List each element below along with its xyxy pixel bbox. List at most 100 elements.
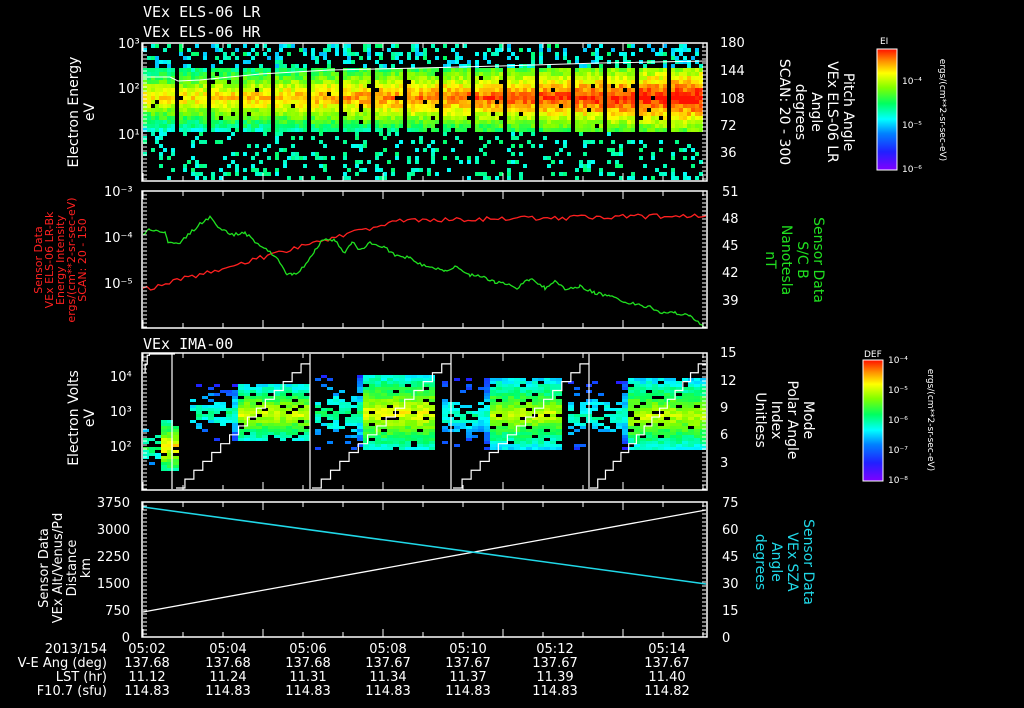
svg-text:10⁻⁷: 10⁻⁷ bbox=[888, 446, 908, 456]
svg-text:10⁻⁶: 10⁻⁶ bbox=[888, 416, 908, 426]
svg-text:114.83: 114.83 bbox=[532, 684, 578, 699]
axis-ticks bbox=[142, 42, 706, 637]
svg-text:30: 30 bbox=[722, 577, 739, 592]
svg-text:05:02: 05:02 bbox=[128, 642, 165, 657]
svg-text:114.83: 114.83 bbox=[124, 684, 170, 699]
svg-text:Pitch Angle: Pitch Angle bbox=[840, 73, 856, 151]
svg-text:42: 42 bbox=[722, 266, 739, 281]
svg-text:10⁻⁴: 10⁻⁴ bbox=[888, 356, 908, 366]
svg-text:3000: 3000 bbox=[97, 523, 130, 538]
panel3-colorbar: DEF 10⁻⁴ 10⁻⁵ 10⁻⁶ 10⁻⁷ 10⁻⁸ ergs/(cm**2… bbox=[862, 350, 935, 486]
svg-text:11.31: 11.31 bbox=[289, 670, 326, 685]
svg-text:0: 0 bbox=[722, 631, 730, 646]
svg-text:VEx Alt/Venus/Pd: VEx Alt/Venus/Pd bbox=[51, 513, 66, 624]
svg-text:10⁻⁵: 10⁻⁵ bbox=[902, 121, 922, 131]
svg-text:S/C B: S/C B bbox=[794, 241, 810, 278]
svg-text:39: 39 bbox=[722, 294, 739, 309]
svg-text:V-E Ang (deg): V-E Ang (deg) bbox=[18, 656, 107, 671]
svg-text:137.68: 137.68 bbox=[124, 656, 170, 671]
svg-text:60: 60 bbox=[722, 523, 739, 538]
svg-text:11.39: 11.39 bbox=[536, 670, 573, 685]
svg-text:eV: eV bbox=[82, 408, 98, 427]
panel4-lines bbox=[141, 501, 708, 638]
svg-text:05:04: 05:04 bbox=[209, 642, 246, 657]
svg-text:3750: 3750 bbox=[97, 496, 130, 511]
svg-text:ergs/(cm**2-sr-sec-eV): ergs/(cm**2-sr-sec-eV) bbox=[925, 369, 935, 471]
svg-text:degrees: degrees bbox=[792, 84, 808, 140]
svg-text:11.12: 11.12 bbox=[128, 670, 165, 685]
svg-text:ergs/(cm**2-sr-sec-eV): ergs/(cm**2-sr-sec-eV) bbox=[937, 59, 947, 161]
svg-text:05:14: 05:14 bbox=[648, 642, 685, 657]
panel1-y2label: Pitch Angle VEx ELS-06 LR Angle degrees … bbox=[776, 59, 856, 165]
svg-text:51: 51 bbox=[722, 185, 739, 200]
svg-text:108: 108 bbox=[720, 92, 745, 107]
svg-text:EI: EI bbox=[880, 37, 888, 47]
svg-text:eV: eV bbox=[82, 102, 98, 121]
svg-text:3: 3 bbox=[720, 456, 728, 471]
svg-text:137.67: 137.67 bbox=[644, 656, 690, 671]
svg-text:45: 45 bbox=[722, 239, 739, 254]
svg-text:36: 36 bbox=[720, 146, 737, 161]
svg-text:km: km bbox=[79, 558, 94, 578]
panel3-left-axis: 10⁴ 10³ 10² bbox=[110, 370, 132, 455]
panel1-right-axis: 180 144 108 72 36 bbox=[720, 36, 745, 161]
svg-text:11.34: 11.34 bbox=[369, 670, 406, 685]
panel4-left-axis: 3750 3000 2250 1500 750 0 bbox=[97, 496, 130, 646]
panel1-title-lr: VEx ELS-06 LR bbox=[143, 3, 261, 21]
svg-text:ergs/(cm**2-sr-sec-eV): ergs/(cm**2-sr-sec-eV) bbox=[65, 197, 78, 322]
svg-text:9: 9 bbox=[720, 401, 728, 416]
svg-text:0: 0 bbox=[122, 631, 130, 646]
panel3-y2label: Mode Polar Angle Index Unitless bbox=[752, 380, 816, 459]
svg-text:DEF: DEF bbox=[864, 350, 882, 360]
svg-text:2250: 2250 bbox=[97, 550, 130, 565]
svg-text:137.68: 137.68 bbox=[205, 656, 251, 671]
svg-text:10³: 10³ bbox=[110, 405, 132, 420]
svg-text:Angle: Angle bbox=[808, 92, 824, 132]
svg-text:10²: 10² bbox=[110, 440, 132, 455]
svg-text:137.67: 137.67 bbox=[445, 656, 491, 671]
svg-text:11.24: 11.24 bbox=[209, 670, 246, 685]
svg-text:114.83: 114.83 bbox=[285, 684, 331, 699]
panel1-heatmap bbox=[141, 42, 708, 182]
svg-text:45: 45 bbox=[722, 550, 739, 565]
svg-text:750: 750 bbox=[105, 604, 130, 619]
panel2-left-axis: 10⁻³ 10⁻⁴ 10⁻⁵ bbox=[104, 185, 133, 292]
svg-text:75: 75 bbox=[722, 496, 739, 511]
svg-text:10⁻⁴: 10⁻⁴ bbox=[104, 231, 133, 246]
panel2-lines bbox=[141, 190, 708, 329]
svg-text:SCAN: 20 - 150: SCAN: 20 - 150 bbox=[76, 218, 89, 302]
svg-text:114.83: 114.83 bbox=[445, 684, 491, 699]
panel3-right-axis: 15 12 9 6 3 bbox=[720, 346, 737, 471]
svg-text:137.67: 137.67 bbox=[365, 656, 411, 671]
svg-text:Unitless: Unitless bbox=[752, 392, 768, 448]
svg-text:Energy Intensity: Energy Intensity bbox=[54, 215, 67, 305]
svg-text:10⁻⁸: 10⁻⁸ bbox=[888, 476, 908, 486]
svg-text:1500: 1500 bbox=[97, 577, 130, 592]
svg-text:Mode: Mode bbox=[800, 401, 816, 439]
panel1-ylabel: Electron Energy eV bbox=[66, 57, 98, 168]
svg-text:10⁴: 10⁴ bbox=[110, 370, 132, 385]
svg-text:114.82: 114.82 bbox=[644, 684, 690, 699]
svg-text:10⁻³: 10⁻³ bbox=[104, 185, 133, 200]
svg-text:Sensor Data: Sensor Data bbox=[810, 217, 826, 303]
svg-text:Sensor Data: Sensor Data bbox=[37, 528, 52, 608]
svg-text:10¹: 10¹ bbox=[118, 128, 140, 143]
svg-text:114.83: 114.83 bbox=[205, 684, 251, 699]
svg-text:Electron Volts: Electron Volts bbox=[66, 370, 82, 466]
svg-text:VEx ELS-06 LR: VEx ELS-06 LR bbox=[824, 61, 840, 163]
svg-text:degrees: degrees bbox=[752, 534, 768, 590]
panel3-title: VEx IMA-00 bbox=[143, 335, 233, 353]
svg-text:Electron Energy: Electron Energy bbox=[66, 57, 82, 168]
svg-text:10⁻⁵: 10⁻⁵ bbox=[104, 277, 133, 292]
svg-text:Sensor Data: Sensor Data bbox=[32, 226, 45, 293]
footer-row-labels: 2013/154 V-E Ang (deg) LST (hr) F10.7 (s… bbox=[18, 642, 107, 699]
panel1-left-axis: 10³ 10² 10¹ bbox=[118, 37, 140, 143]
svg-text:12: 12 bbox=[720, 374, 737, 389]
panel4-y2label: Sensor Data VEx SZA Angle degrees bbox=[752, 519, 816, 605]
panel4-right-axis: 75 60 45 30 15 0 bbox=[722, 496, 739, 646]
